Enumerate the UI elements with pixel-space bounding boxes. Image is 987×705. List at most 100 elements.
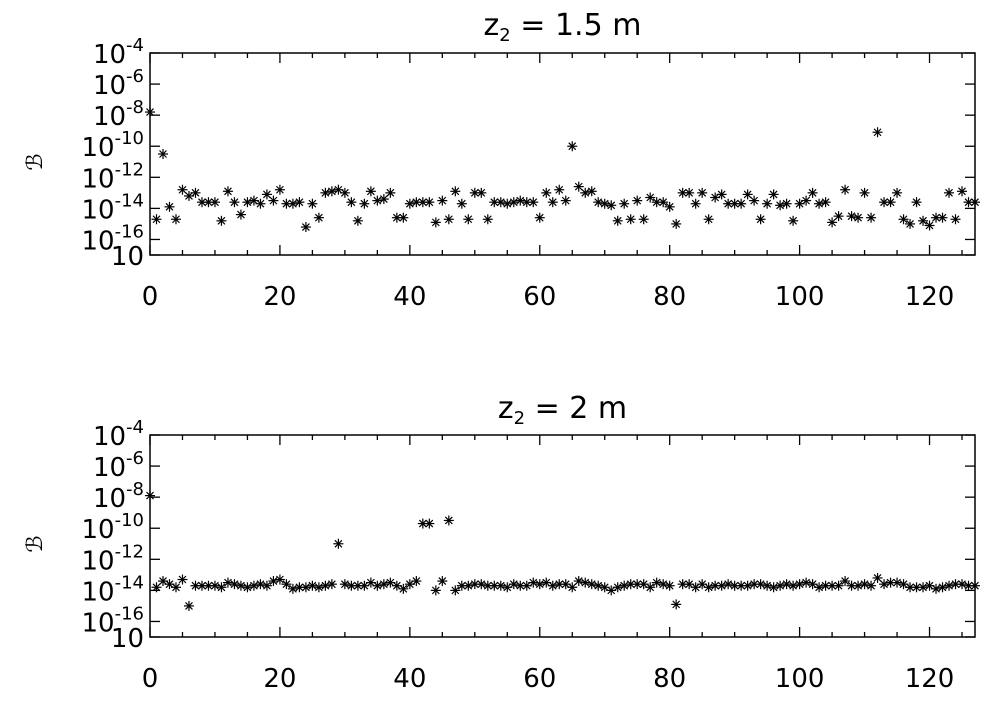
data-point	[580, 577, 591, 588]
data-point	[404, 198, 415, 209]
data-point	[749, 195, 760, 206]
data-point	[833, 211, 844, 222]
x-tick-label: 60	[523, 282, 556, 312]
data-point	[833, 580, 844, 591]
data-point	[840, 576, 851, 587]
chart-title: z2 = 1.5 m	[484, 8, 642, 46]
title-prefix: z	[498, 391, 514, 426]
data-point	[781, 198, 792, 209]
data-point	[723, 579, 734, 590]
y-tick-base: 10	[93, 484, 126, 514]
data-point	[742, 580, 753, 591]
y-tick-label: 10-4	[93, 35, 144, 70]
data-point	[300, 582, 311, 593]
data-point	[599, 582, 610, 593]
data-point	[385, 187, 396, 198]
data-point	[593, 197, 604, 208]
data-point	[229, 579, 240, 590]
data-point	[170, 582, 181, 593]
data-point	[151, 582, 162, 593]
data-point	[346, 197, 357, 208]
data-point	[716, 580, 727, 591]
chart-title: z2 = 2 m	[498, 391, 627, 429]
title-subscript: 2	[499, 25, 510, 46]
data-point	[482, 214, 493, 225]
data-point	[911, 197, 922, 208]
title-rest: = 2 m	[525, 391, 627, 426]
data-point	[378, 579, 389, 590]
data-point	[710, 580, 721, 591]
data-point	[294, 197, 305, 208]
y-tick-exponent: -14	[115, 572, 144, 593]
data-point	[736, 198, 747, 209]
data-point	[612, 582, 623, 593]
data-point	[320, 580, 331, 591]
data-point	[710, 192, 721, 203]
title-rest: = 1.5 m	[511, 8, 642, 43]
data-point	[528, 197, 539, 208]
y-tick-label: 10-12	[82, 541, 145, 576]
data-point	[242, 197, 253, 208]
data-point	[177, 574, 188, 585]
data-point	[625, 214, 636, 225]
data-point	[638, 214, 649, 225]
data-point	[183, 600, 194, 611]
data-point	[768, 189, 779, 200]
data-point	[703, 214, 714, 225]
data-point	[313, 582, 324, 593]
y-axis-label: ℬ	[23, 535, 48, 552]
y-tick-exponent: -16	[115, 603, 144, 624]
data-point	[853, 580, 864, 591]
data-point	[606, 200, 617, 211]
data-point	[703, 582, 714, 593]
y-tick-label: 10-8	[93, 97, 144, 132]
data-point	[437, 576, 448, 587]
data-point	[534, 212, 545, 223]
data-point	[541, 187, 552, 198]
data-point	[872, 572, 883, 583]
data-point	[781, 579, 792, 590]
y-tick-base: 10	[82, 226, 115, 256]
data-point	[339, 579, 350, 590]
data-point	[931, 212, 942, 223]
y-tick-base: 10	[82, 608, 115, 638]
data-point	[944, 187, 955, 198]
data-point	[534, 579, 545, 590]
data-point	[495, 580, 506, 591]
x-tick-label: 20	[263, 282, 296, 312]
data-point	[612, 215, 623, 226]
data-point	[222, 577, 233, 588]
data-point	[807, 187, 818, 198]
y-tick-exponent: -8	[126, 97, 144, 118]
data-point	[372, 580, 383, 591]
data-point	[957, 186, 968, 197]
y-tick-base: 10	[111, 624, 144, 654]
y-tick-label: 10-10	[82, 128, 145, 163]
data-point	[866, 580, 877, 591]
data-point	[775, 200, 786, 211]
data-point	[177, 184, 188, 195]
data-point	[359, 198, 370, 209]
data-point	[209, 197, 220, 208]
data-point	[320, 187, 331, 198]
data-point	[658, 579, 669, 590]
data-point	[801, 195, 812, 206]
data-point	[801, 577, 812, 588]
data-point	[547, 197, 558, 208]
data-point	[398, 583, 409, 594]
data-point	[898, 214, 909, 225]
data-point	[755, 579, 766, 590]
data-point	[521, 580, 532, 591]
data-point	[573, 576, 584, 587]
data-point	[840, 184, 851, 195]
data-point	[281, 579, 292, 590]
data-point	[430, 585, 441, 596]
y-tick-label: 10-10	[82, 510, 145, 545]
data-point	[872, 127, 883, 138]
data-point	[333, 538, 344, 549]
data-point	[775, 580, 786, 591]
data-point	[690, 198, 701, 209]
x-tick-label: 80	[653, 664, 686, 694]
data-point	[762, 198, 773, 209]
y-tick-base: 10	[82, 133, 115, 163]
